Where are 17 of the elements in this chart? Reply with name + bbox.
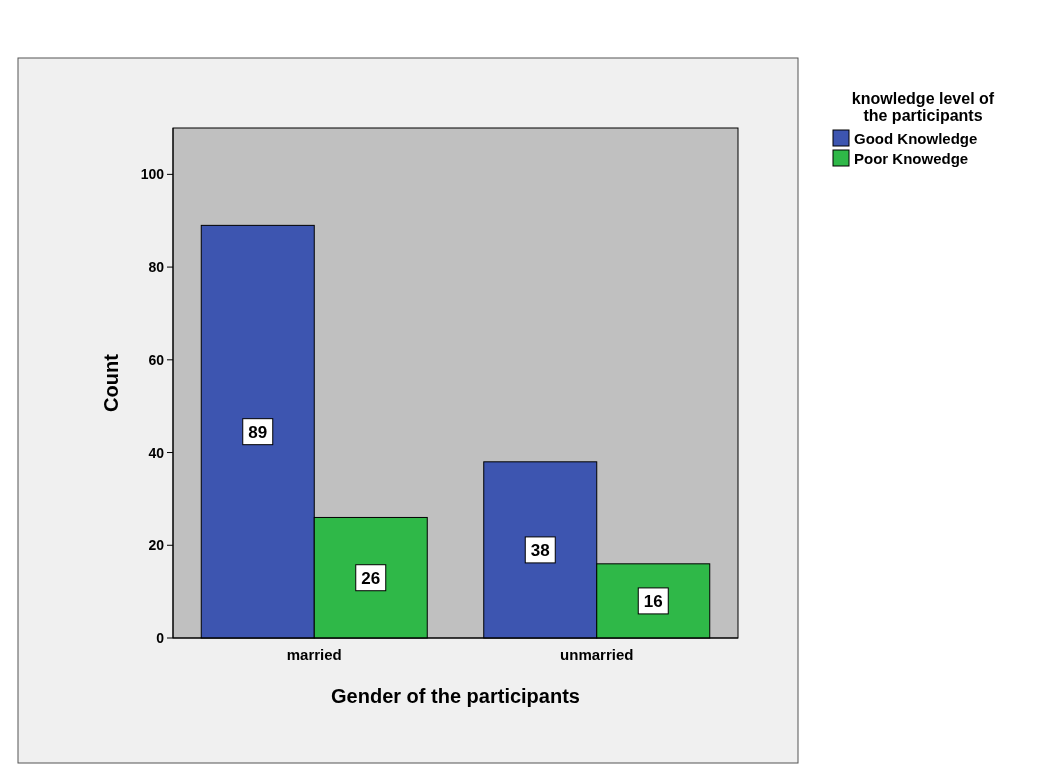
data-label: 16 xyxy=(643,591,663,611)
y-tick-label: 0 xyxy=(156,630,165,646)
data-label: 89 xyxy=(248,422,268,442)
y-tick-label: 40 xyxy=(148,444,165,461)
x-tick-label: unmarried xyxy=(560,646,634,663)
data-label: 38 xyxy=(530,540,550,560)
legend-title: knowledge level of the participants xyxy=(851,90,995,124)
y-tick-label: 100 xyxy=(140,166,165,183)
legend-label: Good Knowledge xyxy=(854,130,978,147)
legend-label: Poor Knowedge xyxy=(854,150,969,167)
x-axis-title: Gender of the participants xyxy=(331,685,580,707)
y-axis-title: Count xyxy=(100,353,122,412)
x-tick-label: married xyxy=(286,646,342,663)
y-tick-label: 60 xyxy=(148,351,165,368)
y-tick-label: 80 xyxy=(148,259,165,276)
y-tick-label: 20 xyxy=(148,537,165,554)
data-label: 26 xyxy=(361,568,381,588)
